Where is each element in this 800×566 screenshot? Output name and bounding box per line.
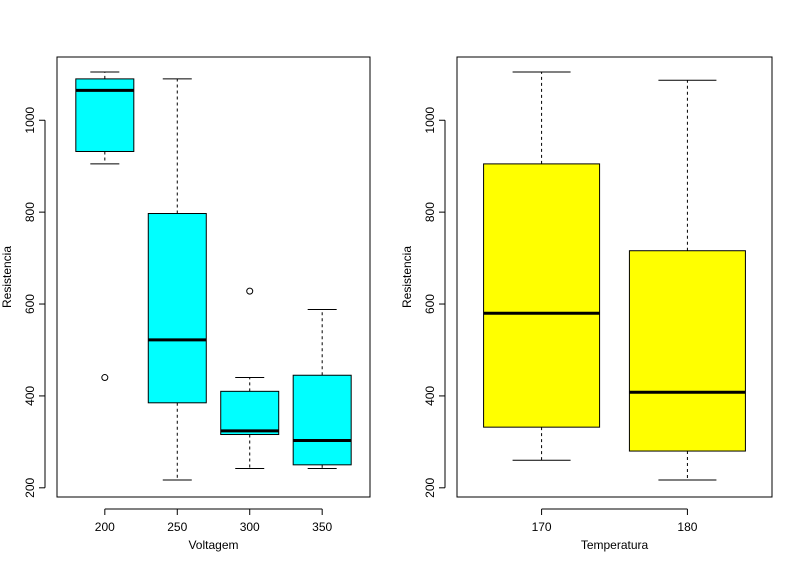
plot-frame [56, 56, 371, 498]
y-tick-label: 400 [423, 386, 437, 406]
box-170 [483, 71, 601, 461]
box-300 [220, 287, 280, 470]
y-tick-label: 200 [23, 477, 37, 497]
box-body [292, 374, 352, 466]
y-tick-label: 600 [23, 294, 37, 314]
y-tick-label: 600 [423, 294, 437, 314]
outlier-point [246, 287, 254, 295]
x-tick-label: 170 [532, 520, 552, 534]
x-tick-label: 350 [312, 520, 332, 534]
y-tick-label: 1000 [23, 107, 37, 134]
y-tick-label: 400 [23, 386, 37, 406]
box-200 [75, 71, 135, 382]
plot-frame [456, 56, 773, 498]
x-tick-label: 200 [95, 520, 115, 534]
box-body [628, 250, 746, 452]
y-tick-label: 800 [23, 202, 37, 222]
box-body [483, 163, 601, 428]
box-180 [628, 79, 746, 481]
x-tick-label: 300 [240, 520, 260, 534]
x-tick-label: 250 [167, 520, 187, 534]
y-tick-label: 200 [423, 477, 437, 497]
x-tick-label: 180 [677, 520, 697, 534]
temperatura-boxplot-panel: 200 400 600 800 1000 Resistencia 170 180 Tempera… [400, 56, 773, 552]
x-axis-label: Voltagem [188, 538, 238, 552]
x-axis-label: Temperatura [581, 538, 649, 552]
box-250 [147, 78, 207, 481]
box-350 [292, 309, 352, 470]
y-tick-label: 800 [423, 202, 437, 222]
box-body [147, 213, 207, 404]
outlier-point [101, 374, 109, 382]
box-body [220, 390, 280, 436]
y-axis-label: Resistencia [0, 246, 14, 308]
y-axis-label: Resistencia [400, 246, 414, 308]
voltagem-boxplot-panel: 200 400 600 800 1000 Resistencia 200 250 300 350 V… [0, 56, 371, 552]
y-tick-label: 1000 [423, 107, 437, 134]
